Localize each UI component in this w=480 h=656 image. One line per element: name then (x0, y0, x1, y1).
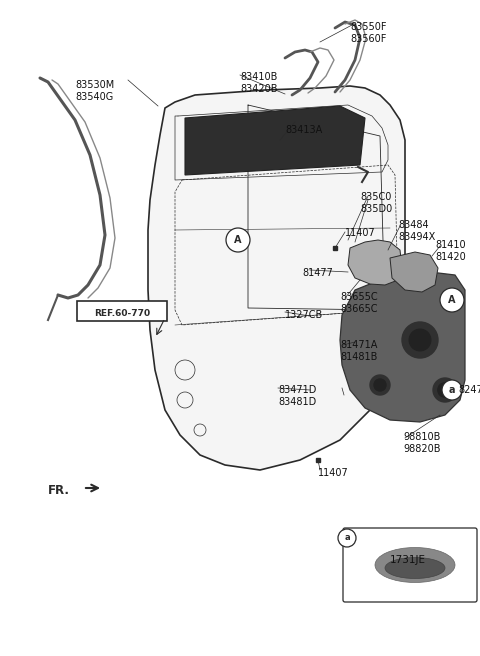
Text: 81410
81420: 81410 81420 (435, 240, 466, 262)
Text: 83530M
83540G: 83530M 83540G (75, 80, 114, 102)
Circle shape (338, 529, 356, 547)
Ellipse shape (375, 548, 455, 583)
Circle shape (226, 228, 250, 252)
Polygon shape (348, 240, 402, 285)
Text: 83413A: 83413A (285, 125, 322, 135)
Text: 83550F
83560F: 83550F 83560F (350, 22, 386, 45)
Circle shape (440, 288, 464, 312)
Polygon shape (148, 86, 405, 470)
Circle shape (370, 375, 390, 395)
Circle shape (402, 322, 438, 358)
Text: FR.: FR. (48, 483, 70, 497)
Text: A: A (234, 235, 242, 245)
FancyBboxPatch shape (343, 528, 477, 602)
Polygon shape (185, 106, 365, 175)
Text: A: A (448, 295, 456, 305)
Text: 82473: 82473 (458, 385, 480, 395)
Text: a: a (344, 533, 350, 543)
FancyBboxPatch shape (77, 301, 167, 321)
Text: 1731JE: 1731JE (390, 555, 426, 565)
Circle shape (433, 378, 457, 402)
Text: 83471D
83481D: 83471D 83481D (278, 385, 316, 407)
Text: 83484
83494X: 83484 83494X (398, 220, 435, 243)
Text: 11407: 11407 (345, 228, 376, 238)
Text: 1327CB: 1327CB (285, 310, 323, 320)
Text: 11407: 11407 (318, 468, 349, 478)
Text: 83655C
83665C: 83655C 83665C (340, 292, 378, 314)
Text: REF.60-770: REF.60-770 (94, 308, 150, 318)
Text: a: a (449, 385, 455, 395)
Text: 98810B
98820B: 98810B 98820B (403, 432, 441, 455)
Ellipse shape (385, 558, 445, 579)
Text: 81477: 81477 (302, 268, 333, 278)
Text: 81471A
81481B: 81471A 81481B (340, 340, 377, 362)
Circle shape (374, 379, 386, 391)
Polygon shape (340, 272, 465, 422)
Circle shape (438, 383, 452, 397)
Text: 835C0
835D0: 835C0 835D0 (360, 192, 392, 215)
Circle shape (409, 329, 431, 351)
Text: 83410B
83420B: 83410B 83420B (240, 72, 277, 94)
Circle shape (442, 380, 462, 400)
Polygon shape (390, 252, 438, 292)
